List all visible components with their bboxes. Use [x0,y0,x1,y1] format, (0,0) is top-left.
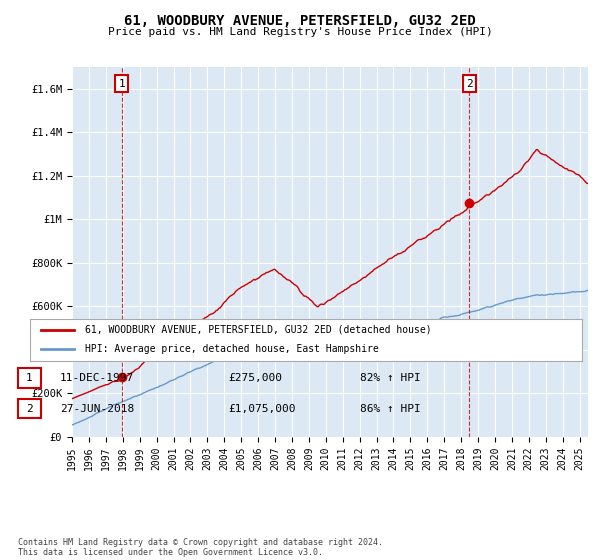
Text: Contains HM Land Registry data © Crown copyright and database right 2024.
This d: Contains HM Land Registry data © Crown c… [18,538,383,557]
Text: 2: 2 [26,404,33,414]
Text: 1: 1 [118,79,125,89]
Text: 2: 2 [466,79,473,89]
Text: 61, WOODBURY AVENUE, PETERSFIELD, GU32 2ED: 61, WOODBURY AVENUE, PETERSFIELD, GU32 2… [124,14,476,28]
Text: 86% ↑ HPI: 86% ↑ HPI [360,404,421,414]
Text: Price paid vs. HM Land Registry's House Price Index (HPI): Price paid vs. HM Land Registry's House … [107,27,493,37]
Text: £1,075,000: £1,075,000 [228,404,296,414]
Text: 61, WOODBURY AVENUE, PETERSFIELD, GU32 2ED (detached house): 61, WOODBURY AVENUE, PETERSFIELD, GU32 2… [85,325,432,335]
Text: £275,000: £275,000 [228,373,282,383]
Text: HPI: Average price, detached house, East Hampshire: HPI: Average price, detached house, East… [85,344,379,354]
Text: 82% ↑ HPI: 82% ↑ HPI [360,373,421,383]
Text: 11-DEC-1997: 11-DEC-1997 [60,373,134,383]
Text: 1: 1 [26,373,33,383]
Text: 27-JUN-2018: 27-JUN-2018 [60,404,134,414]
